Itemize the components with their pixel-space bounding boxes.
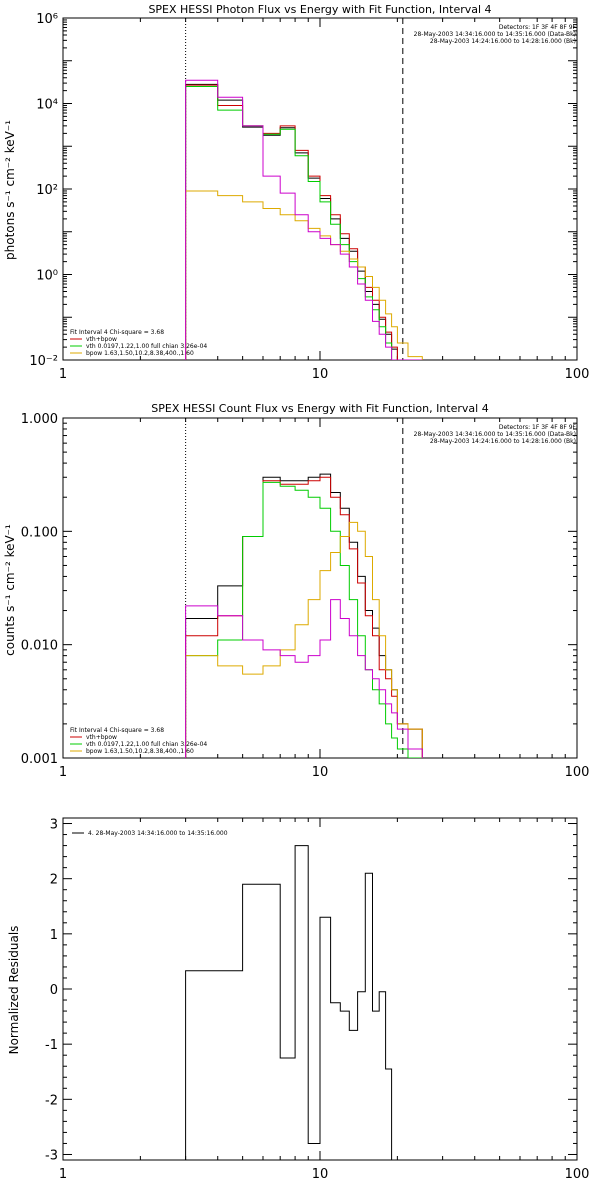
bpow-component-line	[185, 521, 423, 758]
y-tick-label: 1	[50, 928, 58, 943]
residuals-panel: Normalized Residuals 4. 28-May-2003 14:3…	[7, 817, 590, 1182]
top-legend-entry-2: 28-May-2003 14:24:16.000 to 14:28:16.000…	[430, 438, 576, 445]
y-axis-label: counts s⁻¹ cm⁻² keV⁻¹	[3, 524, 17, 656]
y-tick-label: 0.010	[21, 639, 58, 654]
background-line	[185, 79, 423, 360]
x-tick-label: 100	[565, 367, 590, 382]
x-tick-label: 10	[312, 765, 329, 780]
fit-legend-entry-3: bpow 1.63,1.50,10.2,8.38,400.,1.60	[86, 350, 194, 357]
x-tick-label: 1	[59, 765, 67, 780]
fit-legend-entry-3: bpow 1.63,1.50,10.2,8.38,400.,1.60	[86, 748, 194, 755]
background-line	[185, 599, 423, 758]
top-legend-entry-1: 28-May-2003 14:34:16.000 to 14:35:16.000…	[414, 31, 576, 38]
x-tick-label: 10	[312, 367, 329, 382]
y-tick-label: 10²	[36, 183, 58, 198]
top-legend-entry-2: 28-May-2003 14:24:16.000 to 14:28:16.000…	[430, 38, 576, 45]
x-tick-label: 10	[312, 1167, 329, 1182]
y-tick-label: 3	[50, 818, 58, 833]
photon-flux-panel: SPEX HESSI Photon Flux vs Energy with Fi…	[3, 3, 589, 382]
fit-legend-entry-1: vth+bpow	[86, 734, 117, 741]
x-tick-label: 100	[565, 765, 590, 780]
fit-header: Fit Interval 4 Chi-square = 3.68	[70, 329, 164, 336]
x-tick-label: 1	[59, 367, 67, 382]
fit-legend-entry-2: vth 0.0197,1.22,1.00 full chian 3.26e-04	[86, 741, 207, 748]
vth-component-line	[185, 481, 423, 758]
y-tick-label: 0.100	[21, 525, 58, 540]
bpow-component-line	[185, 190, 423, 360]
detectors-label: Detectors: 1F 3F 4F 8F 9F	[499, 424, 577, 431]
y-axis-label: Normalized Residuals	[7, 926, 21, 1055]
top-legend-entry-1: 28-May-2003 14:34:16.000 to 14:35:16.000…	[414, 431, 576, 438]
y-tick-label: 0	[50, 983, 58, 998]
x-tick-label: 100	[565, 1167, 590, 1182]
y-tick-label: -3	[45, 1148, 58, 1163]
y-tick-label: 10⁻²	[29, 354, 58, 369]
panel-title: SPEX HESSI Count Flux vs Energy with Fit…	[151, 402, 488, 415]
y-tick-label: -1	[45, 1038, 58, 1053]
detectors-label: Detectors: 1F 3F 4F 8F 9F	[499, 24, 577, 31]
fit-legend-entry-2: vth 0.0197,1.22,1.00 full chian 3.26e-04	[86, 343, 207, 350]
y-tick-label: -2	[45, 1093, 58, 1108]
residual-line	[185, 845, 393, 1160]
legend-entry: 4. 28-May-2003 14:34:16.000 to 14:35:16.…	[88, 830, 228, 837]
y-tick-label: 10⁴	[36, 98, 58, 113]
y-tick-label: 10⁰	[36, 269, 58, 284]
fit-header: Fit Interval 4 Chi-square = 3.68	[70, 727, 164, 734]
x-tick-label: 1	[59, 1167, 67, 1182]
y-tick-label: 10⁶	[36, 12, 58, 27]
count-flux-panel: SPEX HESSI Count Flux vs Energy with Fit…	[3, 402, 589, 780]
y-tick-label: 0.001	[21, 752, 58, 767]
y-axis-label: photons s⁻¹ cm⁻² keV⁻¹	[3, 120, 17, 260]
fit-legend-entry-1: vth+bpow	[86, 336, 117, 343]
y-tick-label: 2	[50, 873, 58, 888]
panel-title: SPEX HESSI Photon Flux vs Energy with Fi…	[148, 3, 491, 16]
y-tick-label: 1.000	[21, 412, 58, 427]
